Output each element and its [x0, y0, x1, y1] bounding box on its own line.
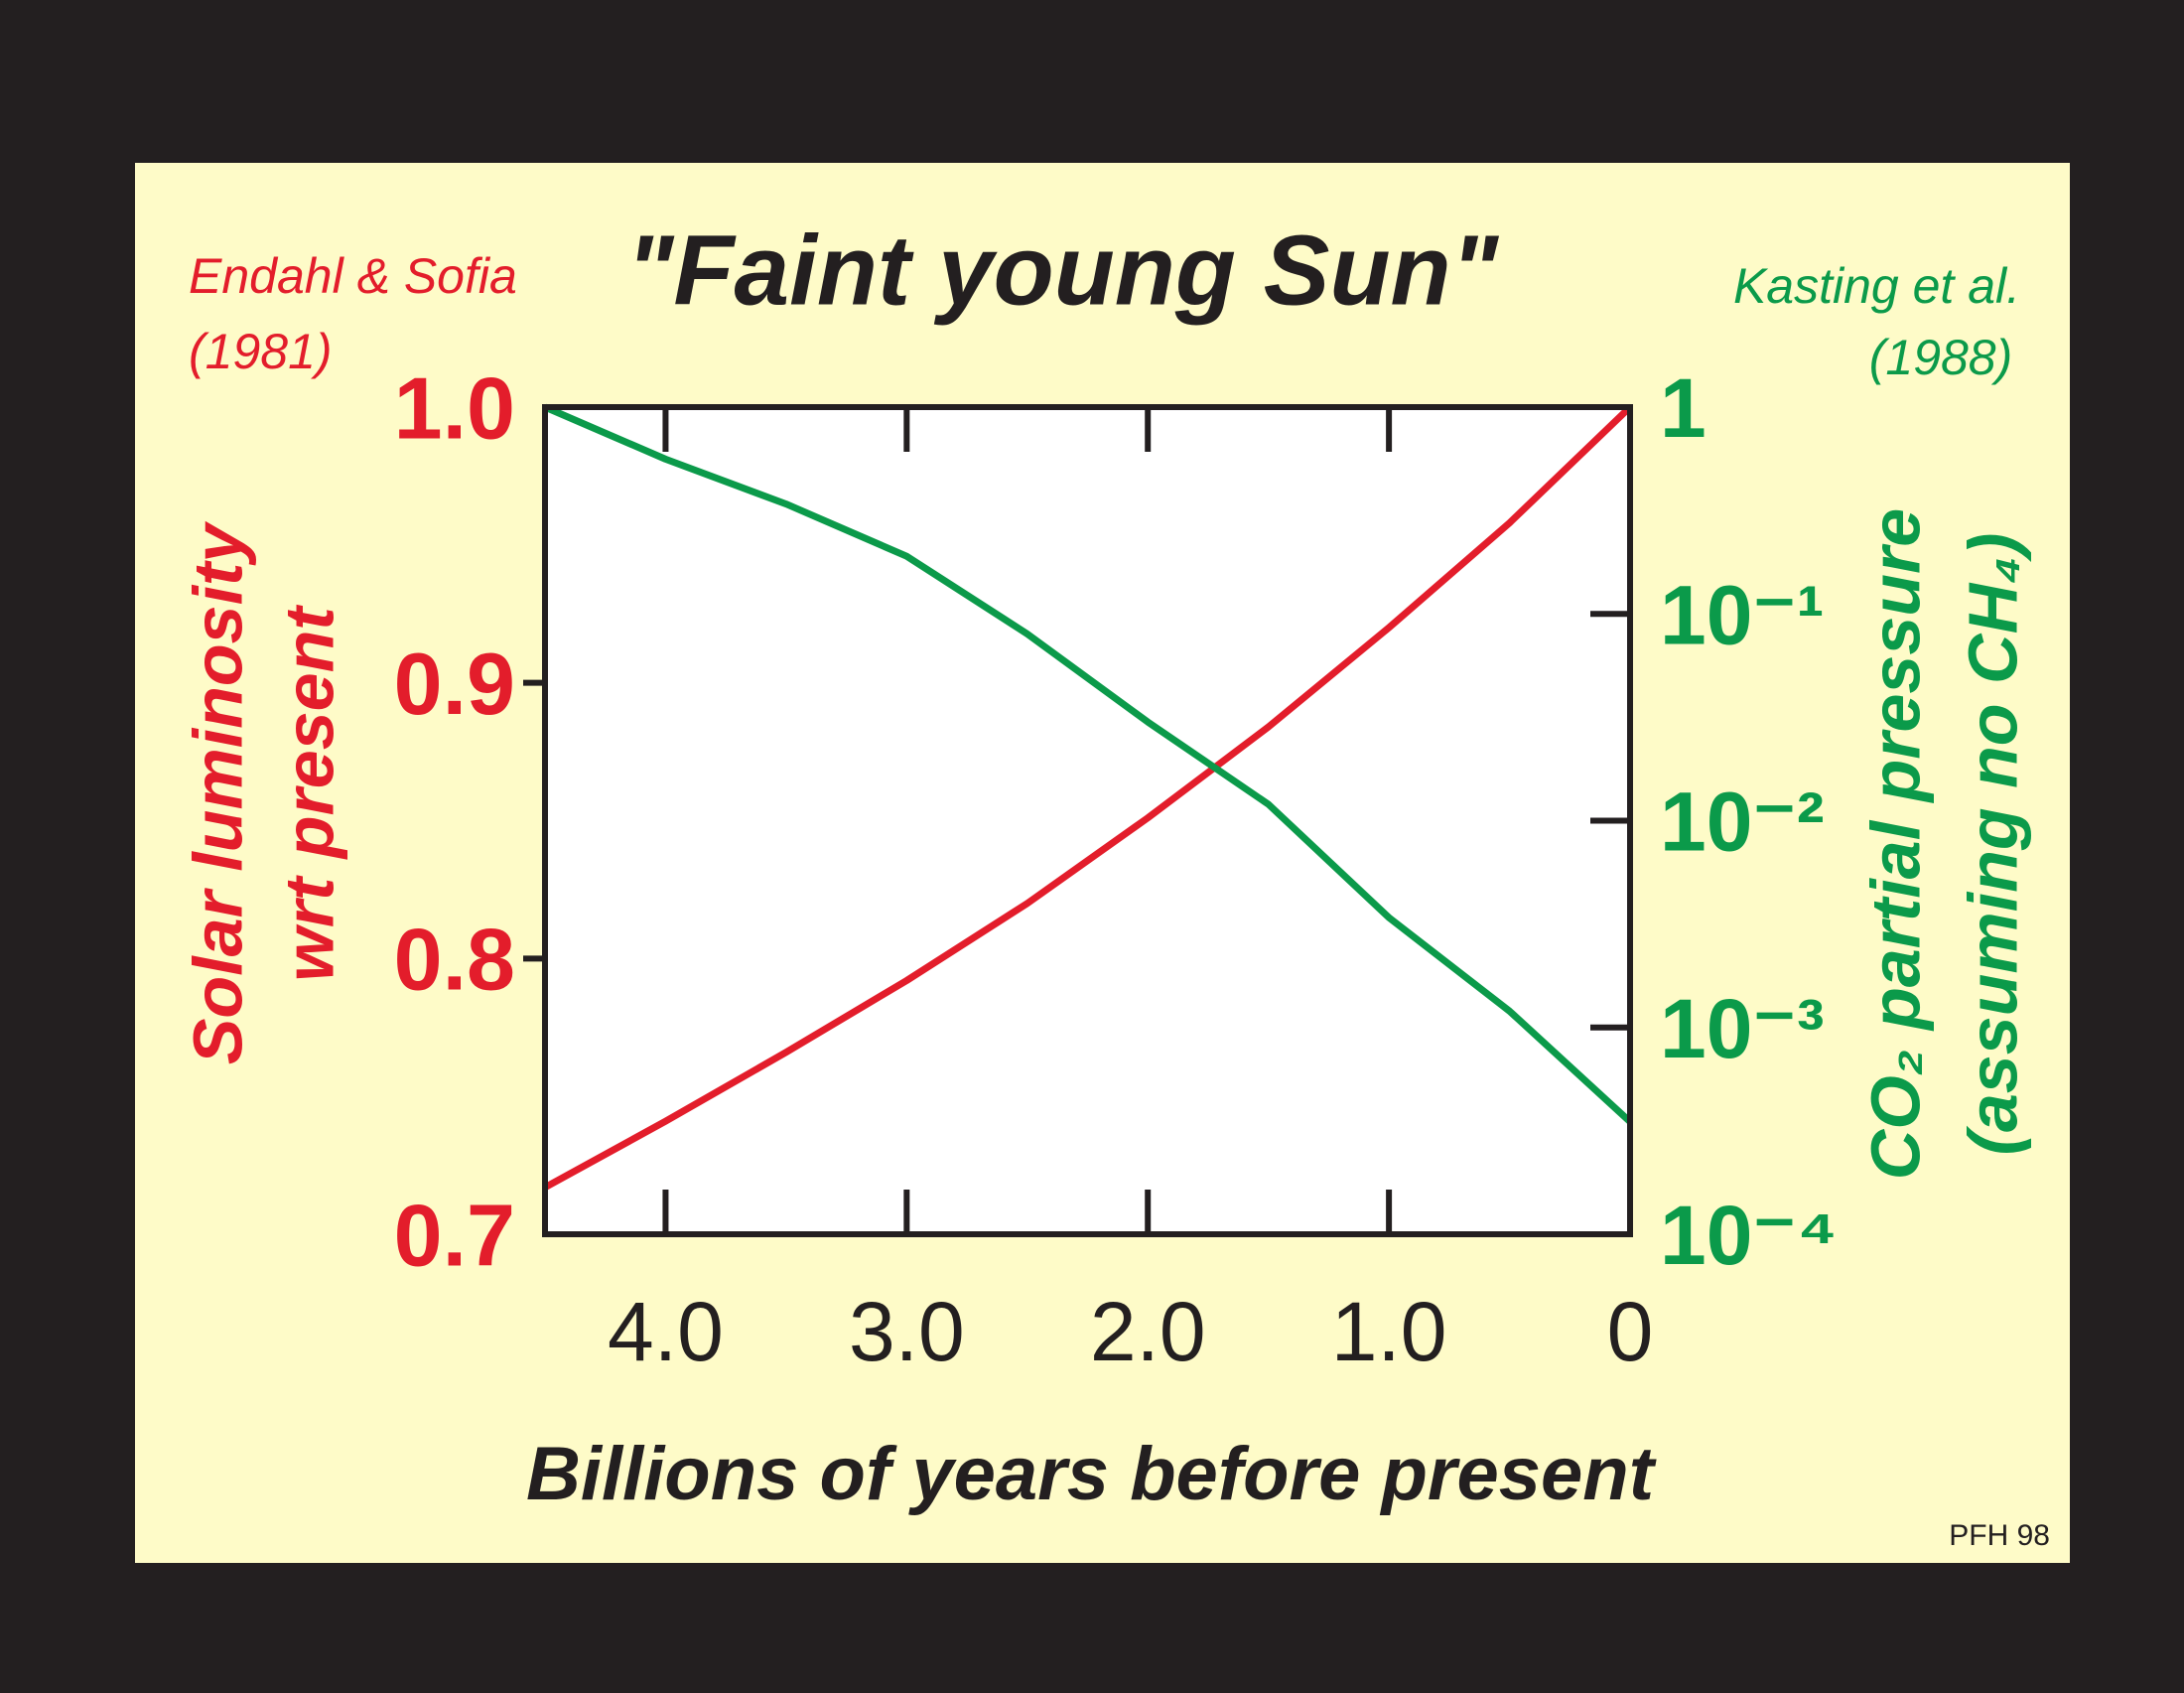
y2-axis-label: (assuming no CH₄) — [1954, 533, 2031, 1156]
y2-axis-label: CO₂ partial pressure — [1856, 508, 1934, 1180]
y-tick-label: 1.0 — [394, 358, 515, 457]
x-tick-label: 3.0 — [849, 1285, 965, 1378]
y2-tick-label: 10⁻⁴ — [1660, 1189, 1838, 1282]
plot-area — [545, 407, 1630, 1234]
source-note: Endahl & Sofia — [189, 248, 517, 304]
series-line — [543, 404, 1633, 1191]
y-tick-label: 0.7 — [394, 1186, 515, 1284]
y2-tick-label: 10⁻³ — [1660, 982, 1825, 1075]
y-axis-label: Solar luminosity — [179, 521, 256, 1065]
source-note: (1981) — [189, 324, 333, 379]
footnote: PFH 98 — [1949, 1519, 2050, 1552]
x-tick-label: 1.0 — [1331, 1285, 1447, 1378]
plot-frame — [542, 404, 1633, 1237]
series-line — [543, 403, 1633, 1125]
x-axis-label: Billions of years before present — [526, 1432, 1657, 1516]
source-note: (1988) — [1869, 330, 2013, 385]
y2-tick-label: 10⁻² — [1660, 776, 1825, 869]
y2-tick-label: 1 — [1660, 361, 1706, 455]
x-tick-label: 4.0 — [608, 1285, 724, 1378]
x-tick-label: 2.0 — [1090, 1285, 1206, 1378]
source-note: Kasting et al. — [1733, 258, 2020, 314]
x-tick-label: 0 — [1607, 1285, 1654, 1378]
y-tick-label: 0.9 — [394, 635, 515, 733]
y-tick-label: 0.8 — [394, 911, 515, 1009]
y-axis-label: wrt present — [270, 605, 347, 982]
chart-title: "Faint young Sun" — [626, 214, 1500, 326]
y2-tick-label: 10⁻¹ — [1660, 568, 1825, 661]
